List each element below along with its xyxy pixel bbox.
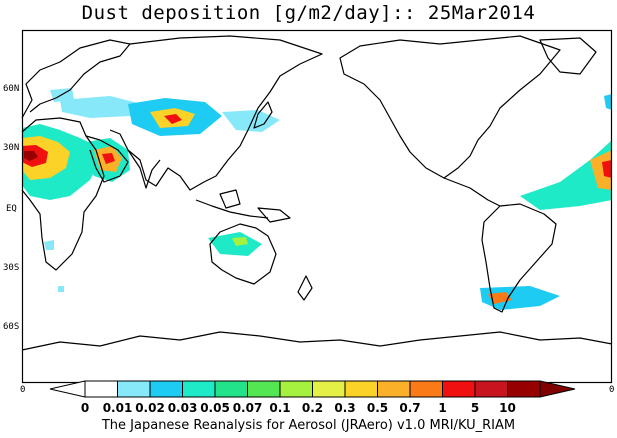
- colorbar-cell: [377, 380, 411, 398]
- lat-label: EQ: [6, 204, 17, 214]
- coast-australia: [209, 223, 277, 285]
- dust-gobi-core: [164, 114, 182, 124]
- colorbar-tick-label: 5: [471, 401, 479, 415]
- dust-patch-southafrica: [44, 240, 54, 250]
- colorbar-tick-label: 0.2: [302, 401, 323, 415]
- colorbar-cell: [182, 380, 216, 398]
- coast-indonesia: [195, 199, 269, 219]
- colorbar-cell: [344, 380, 378, 398]
- coast-japan: [253, 101, 273, 129]
- colorbar-tick-label: 0.07: [233, 401, 263, 415]
- colorbar-tick-label: 1: [438, 401, 446, 415]
- coast-india: [127, 149, 161, 189]
- colorbar-under-triangle: [49, 380, 86, 398]
- colorbar-tick-label: 0.02: [135, 401, 165, 415]
- colorbar-over-triangle: [539, 380, 576, 398]
- dust-australia-core: [232, 237, 248, 246]
- colorbar-tick-label: 0.7: [399, 401, 420, 415]
- dust-sahara-peak: [24, 151, 38, 161]
- credit-line: The Japanese Reanalysis for Aerosol (JRA…: [101, 418, 516, 433]
- colorbar-tick-label: 0.5: [367, 401, 388, 415]
- dust-atlantic-core: [602, 160, 612, 178]
- colorbar-cell: [442, 380, 476, 398]
- map-title: Dust deposition [g/m2/day]:: 25Mar2014: [81, 2, 536, 24]
- colorbar-tick-label: 0.3: [334, 401, 355, 415]
- dust-central-asia: [60, 96, 150, 118]
- coast-asia: [109, 35, 323, 191]
- dust-arabia-core: [102, 153, 115, 164]
- coast-borneo: [219, 189, 241, 209]
- colorbar-cell: [84, 380, 118, 398]
- colorbar-tick-label: 10: [499, 401, 516, 415]
- coast-southamerica: [481, 203, 557, 313]
- dust-japan-outflow: [222, 110, 280, 132]
- colorbar-cell: [312, 380, 346, 398]
- coast-antarctica: [21, 331, 613, 351]
- dust-atlantic-outer: [520, 140, 612, 210]
- coast-northamerica: [339, 35, 561, 179]
- dust-patch-namibia: [58, 286, 64, 292]
- colorbar-tick-label: 0.01: [103, 401, 133, 415]
- colorbar-tick-label: 0.1: [269, 401, 290, 415]
- coastlines: [21, 35, 613, 351]
- coast-newzealand: [297, 275, 313, 301]
- colorbar-cell: [247, 380, 281, 398]
- colorbar-cell: [214, 380, 248, 398]
- dust-patagonia-core: [488, 292, 512, 304]
- colorbar-edge-right: 0: [609, 385, 614, 395]
- map-frame: [21, 29, 613, 384]
- colorbar-tick-label: 0.03: [168, 401, 198, 415]
- coast-greenland: [539, 37, 597, 75]
- colorbar-tick-labels: 0 0.01 0.02 0.03 0.05 0.07 0.1 0.2 0.3 0.5 0.7 1 5 10: [81, 401, 516, 415]
- colorbar-tick-label: 0.05: [200, 401, 230, 415]
- colorbar-cell: [117, 380, 151, 398]
- lat-label: 30S: [3, 263, 19, 273]
- colorbar-cell: [149, 380, 183, 398]
- colorbar-tick-label: 0: [81, 401, 89, 415]
- colorbar-cells: [84, 380, 541, 398]
- dust-atlantic-mid: [590, 150, 612, 190]
- coast-newguinea: [257, 207, 291, 223]
- colorbar: 0 0.01 0.02 0.03 0.05 0.07 0.1 0.2 0.3 0.5 0.7 1 5 10: [49, 380, 576, 415]
- lat-label: 60S: [3, 322, 19, 332]
- colorbar-cell: [409, 380, 443, 398]
- dust-patch-iberia: [604, 94, 612, 110]
- coast-centralamerica: [443, 177, 501, 207]
- colorbar-cell: [279, 380, 313, 398]
- lat-label: 60N: [3, 84, 19, 94]
- dust-patagonia-outer: [480, 286, 560, 310]
- colorbar-cell: [474, 380, 508, 398]
- colorbar-edge-left: 0: [20, 385, 25, 395]
- coast-arabia: [85, 135, 129, 183]
- colorbar-cell: [507, 380, 541, 398]
- coast-africa: [21, 117, 105, 271]
- lat-label: 30N: [3, 143, 19, 153]
